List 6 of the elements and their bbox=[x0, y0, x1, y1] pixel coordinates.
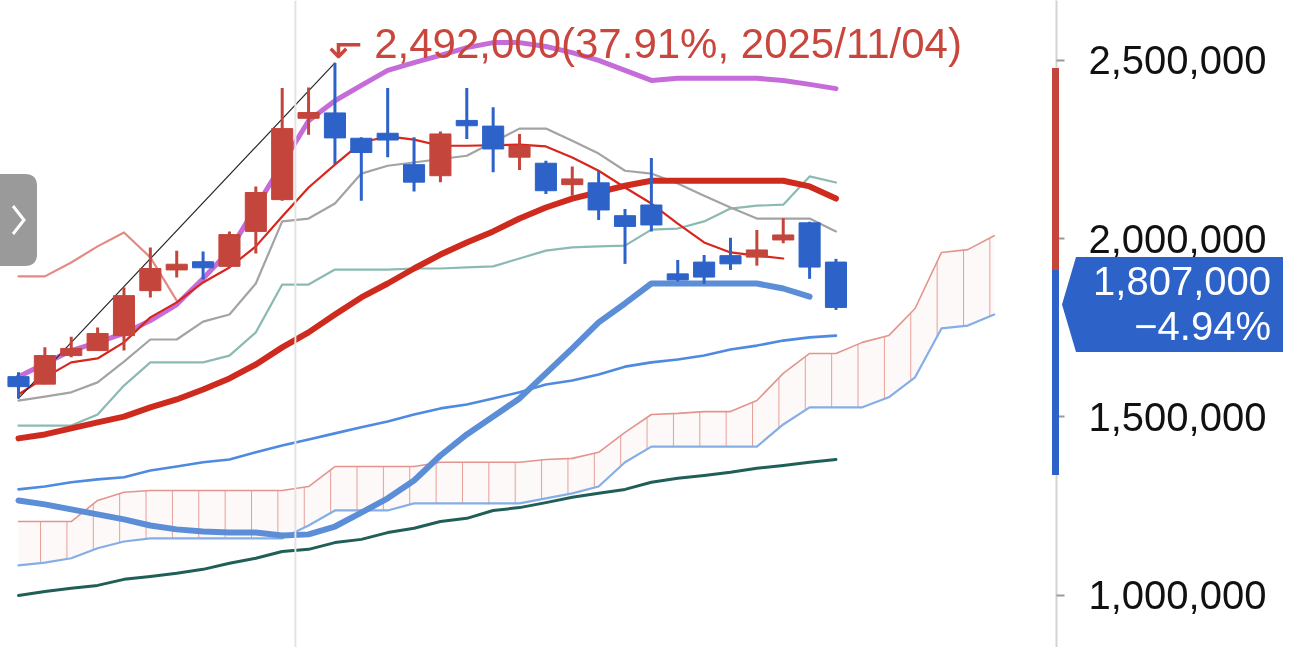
y-tick-label: 1,500,000 bbox=[1088, 394, 1267, 439]
y-tick-label: 2,500,000 bbox=[1088, 38, 1267, 83]
text: 1,807,000 −4.94% bbox=[1093, 259, 1271, 349]
annotation: ⬐ 2,492,000(37.91%, 2025/11/04) bbox=[327, 20, 962, 67]
y-tick-label: 1,000,000 bbox=[1088, 573, 1267, 618]
y-tick-label: 2,000,000 bbox=[1088, 216, 1267, 261]
